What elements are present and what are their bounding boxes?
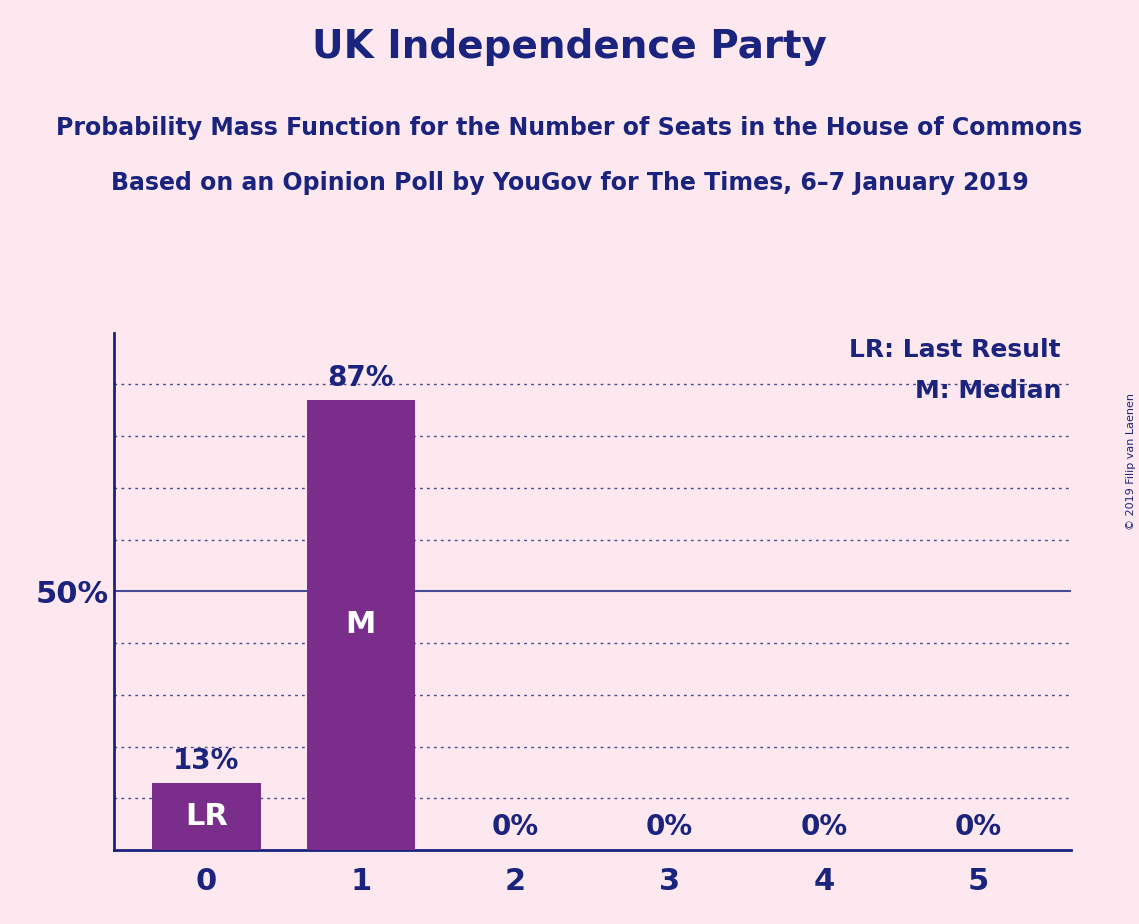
Text: Based on an Opinion Poll by YouGov for The Times, 6–7 January 2019: Based on an Opinion Poll by YouGov for T… <box>110 171 1029 195</box>
Text: M: Median: M: Median <box>915 379 1062 403</box>
Text: 0%: 0% <box>801 813 847 841</box>
Bar <box>153 783 261 850</box>
Text: © 2019 Filip van Laenen: © 2019 Filip van Laenen <box>1126 394 1136 530</box>
Text: UK Independence Party: UK Independence Party <box>312 28 827 66</box>
Text: 0%: 0% <box>954 813 1001 841</box>
Text: Probability Mass Function for the Number of Seats in the House of Commons: Probability Mass Function for the Number… <box>56 116 1083 140</box>
Text: 13%: 13% <box>173 747 239 775</box>
Text: 0%: 0% <box>646 813 693 841</box>
Text: M: M <box>345 611 376 639</box>
Bar <box>306 400 415 850</box>
Text: LR: Last Result: LR: Last Result <box>850 338 1062 362</box>
Text: 0%: 0% <box>492 813 539 841</box>
Text: LR: LR <box>185 802 228 831</box>
Text: 87%: 87% <box>328 364 394 392</box>
